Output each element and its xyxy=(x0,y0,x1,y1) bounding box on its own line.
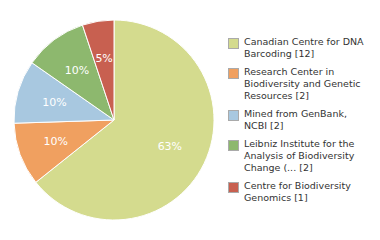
svg-text:10%: 10% xyxy=(65,64,89,77)
svg-text:10%: 10% xyxy=(44,135,68,148)
html-text:Research Center in Biodiversit: Research Center in Biodiversity and Gene… xyxy=(244,66,361,101)
html-text:Centre for Biodiversity Genomi: Centre for Biodiversity Genomics [1] xyxy=(244,180,351,203)
svg-text:5%: 5% xyxy=(95,52,112,65)
svg-text:63%: 63% xyxy=(158,140,182,153)
html-text:Mined from GenBank, NCBI [2]: Mined from GenBank, NCBI [2] xyxy=(244,108,347,131)
svg-text:10%: 10% xyxy=(42,96,66,109)
html-text:Leibniz Institute for the Anal: Leibniz Institute for the Analysis of Bi… xyxy=(244,138,355,173)
html-text:Canadian Centre for DNA Barcod: Canadian Centre for DNA Barcoding [12] xyxy=(244,36,364,59)
